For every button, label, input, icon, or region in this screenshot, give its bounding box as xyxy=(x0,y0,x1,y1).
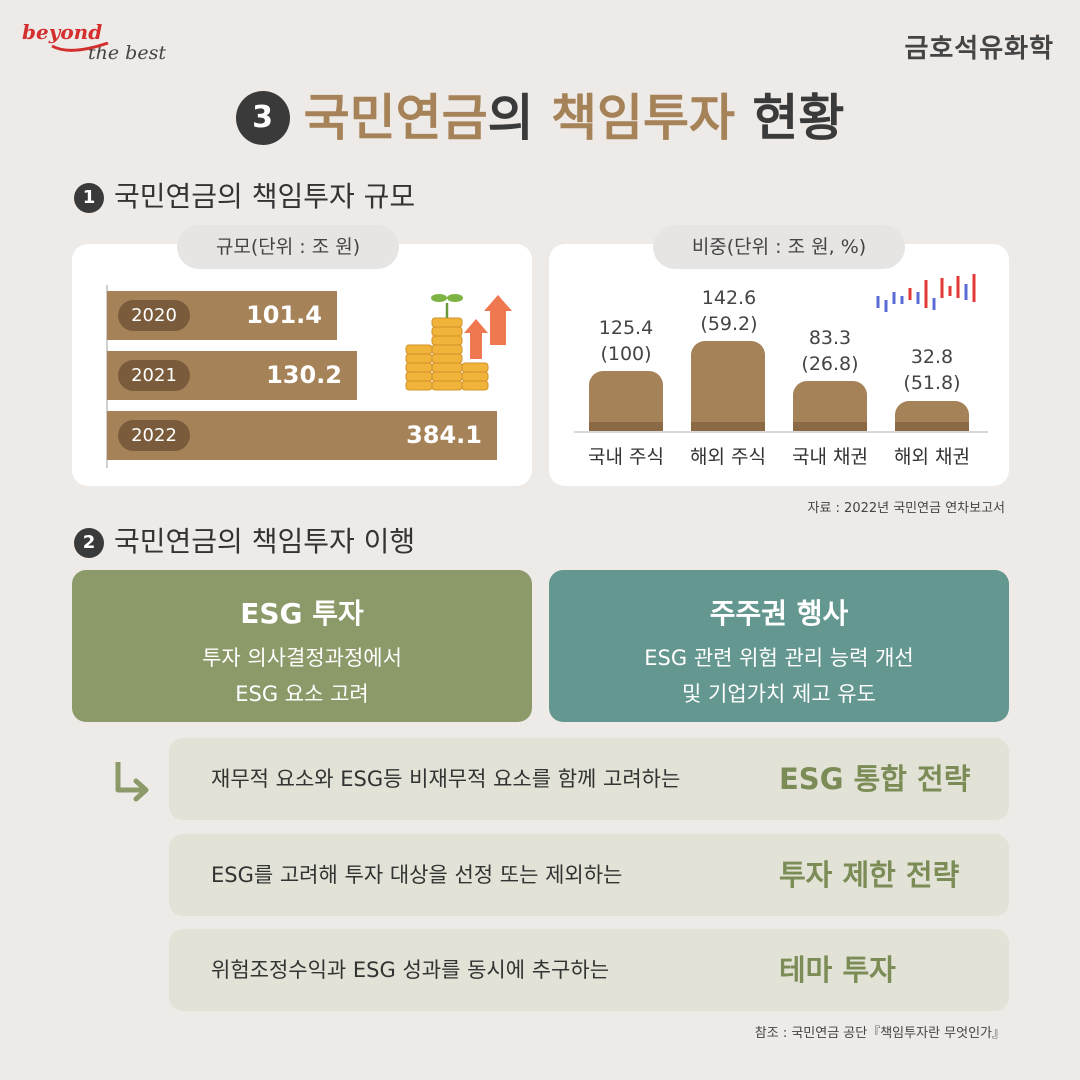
section2-number: 2 xyxy=(74,528,104,558)
scale-value-2022: 384.1 xyxy=(406,421,482,449)
section1-number: 1 xyxy=(74,183,104,213)
ratio-amount: 83.3 xyxy=(808,327,852,349)
card-shareholder-rights: 주주권 행사 ESG 관련 위험 관리 능력 개선 및 기업가치 제고 유도 xyxy=(549,570,1009,722)
scale-value-2021: 130.2 xyxy=(266,361,342,389)
section1-heading-text: 국민연금의 책임투자 규모 xyxy=(114,180,416,213)
ratio-percent: (59.2) xyxy=(700,312,758,335)
ratio-label-domestic-bond: 83.3 (26.8) xyxy=(780,326,880,377)
scale-year-2021: 2021 xyxy=(118,360,190,391)
title-part2: 의 xyxy=(487,89,551,147)
strategy-description: ESG를 고려해 투자 대상을 선정 또는 제외하는 xyxy=(211,863,623,887)
scale-year-2022: 2022 xyxy=(118,420,190,451)
card-esg-investment: ESG 투자 투자 의사결정과정에서 ESG 요소 고려 xyxy=(72,570,532,722)
title-part3: 책임투자 xyxy=(551,89,735,147)
card-desc-line2: 및 기업가치 제고 유도 xyxy=(682,682,876,706)
logo-swoosh-icon xyxy=(51,42,109,52)
section2-heading-text: 국민연금의 책임투자 이행 xyxy=(114,525,416,558)
card-desc-line1: ESG 관련 위험 관리 능력 개선 xyxy=(644,646,914,670)
strategy-name: ESG 통합 전략 xyxy=(779,762,971,796)
card-desc-line2: ESG 요소 고려 xyxy=(235,682,369,706)
ratio-percent: (100) xyxy=(600,342,652,365)
ratio-label-domestic-stock: 125.4 (100) xyxy=(576,316,676,367)
ratio-amount: 32.8 xyxy=(910,346,954,368)
coin-stack-sprout-icon xyxy=(405,294,512,391)
ratio-category: 국내 주식 xyxy=(588,446,664,468)
section1-heading: 1 국민연금의 책임투자 규모 xyxy=(74,175,415,215)
ratio-pill: 비중(단위 : 조 원, %) xyxy=(653,225,905,269)
strategy-row-theme-investment: 위험조정수익과 ESG 성과를 동시에 추구하는 테마 투자 xyxy=(169,929,1009,1011)
ratio-percent: (51.8) xyxy=(903,371,961,394)
scale-year-2020: 2020 xyxy=(118,300,190,331)
strategy-description: 재무적 요소와 ESG등 비재무적 요소를 함께 고려하는 xyxy=(211,767,681,791)
logo-line1: beyond xyxy=(22,20,103,44)
ratio-percent: (26.8) xyxy=(801,352,859,375)
ratio-amount: 142.6 xyxy=(701,287,757,309)
candlestick-chart-icon xyxy=(876,274,976,312)
ratio-label-foreign-stock: 142.6 (59.2) xyxy=(679,286,779,337)
brand-name: 금호석유화학 xyxy=(904,34,1054,64)
strategy-name: 테마 투자 xyxy=(779,953,896,987)
strategy-name: 투자 제한 전략 xyxy=(779,858,960,892)
strategy-description: 위험조정수익과 ESG 성과를 동시에 추구하는 xyxy=(211,958,610,982)
card-title: 주주권 행사 xyxy=(709,597,849,630)
source-note: 자료 : 2022년 국민연금 연차보고서 xyxy=(807,501,1005,516)
card-desc-line1: 투자 의사결정과정에서 xyxy=(202,646,402,670)
title-part4: 현황 xyxy=(735,89,845,147)
ratio-label-foreign-bond: 32.8 (51.8) xyxy=(882,345,982,396)
scale-value-2020: 101.4 xyxy=(246,301,322,329)
ratio-category: 해외 주식 xyxy=(690,446,766,468)
page-title: 3 국민연금의 책임투자 현황 xyxy=(0,78,1080,150)
ratio-bar-domestic-bond xyxy=(793,381,867,431)
ratio-baseline xyxy=(574,431,988,433)
ratio-category: 국내 채권 xyxy=(792,446,868,468)
up-arrows-icon xyxy=(464,295,512,359)
reference-note: 참조 : 국민연금 공단『책임투자란 무엇인가』 xyxy=(754,1026,1005,1041)
turn-right-arrow-icon xyxy=(115,762,149,802)
title-part1: 국민연금 xyxy=(303,89,488,147)
scale-pill: 규모(단위 : 조 원) xyxy=(177,225,399,269)
ratio-panel xyxy=(549,244,1009,486)
strategy-row-investment-restriction: ESG를 고려해 투자 대상을 선정 또는 제외하는 투자 제한 전략 xyxy=(169,834,1009,916)
ratio-bar-foreign-stock xyxy=(691,341,765,431)
ratio-bar-domestic-stock xyxy=(589,371,663,431)
ratio-category: 해외 채권 xyxy=(894,446,970,468)
card-title: ESG 투자 xyxy=(240,597,364,630)
title-number: 3 xyxy=(235,91,290,145)
ratio-bar-foreign-bond xyxy=(895,401,969,431)
ratio-amount: 125.4 xyxy=(598,317,654,339)
section2-heading: 2 국민연금의 책임투자 이행 xyxy=(74,520,415,560)
logo-line2: the best xyxy=(88,42,166,64)
logo: beyond the best xyxy=(22,20,166,64)
strategy-row-esg-integration: 재무적 요소와 ESG등 비재무적 요소를 함께 고려하는 ESG 통합 전략 xyxy=(169,738,1009,820)
